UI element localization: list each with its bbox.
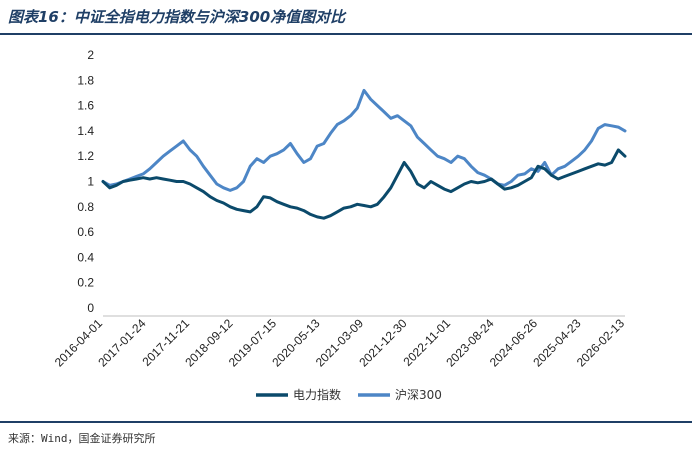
y-tick-label: 1.6 bbox=[77, 99, 94, 113]
y-tick-label: 2 bbox=[87, 48, 94, 62]
y-tick-label: 1.8 bbox=[77, 73, 94, 87]
title-divider bbox=[0, 33, 692, 35]
y-tick-label: 0.2 bbox=[77, 276, 94, 290]
series-line-hs300 bbox=[101, 88, 627, 192]
x-axis: 2016-04-012017-01-242017-11-212018-09-12… bbox=[52, 316, 628, 370]
y-tick-label: 1.4 bbox=[77, 124, 94, 138]
x-tick-label: 2026-02-13 bbox=[574, 316, 628, 370]
chart-title: 图表16：中证全指电力指数与沪深300净值图对比 bbox=[8, 8, 346, 26]
y-tick-label: 0.6 bbox=[77, 225, 94, 239]
footer-divider bbox=[0, 421, 692, 423]
series-group bbox=[101, 88, 627, 220]
y-axis: 0 0.2 0.4 0.6 0.8 1 1.2 1.4 1.6 1.8 2 bbox=[77, 48, 94, 315]
source-note: 来源：Wind，国金证券研究所 bbox=[8, 432, 156, 445]
series-line-power bbox=[101, 148, 627, 220]
legend-label-power: 电力指数 bbox=[293, 387, 341, 402]
y-tick-label: 1 bbox=[87, 175, 94, 189]
legend: 电力指数 沪深300 bbox=[256, 387, 442, 402]
y-tick-label: 0 bbox=[87, 301, 94, 315]
legend-label-hs300: 沪深300 bbox=[395, 388, 442, 402]
line-chart: 0 0.2 0.4 0.6 0.8 1 1.2 1.4 1.6 1.8 2 2016-04-0120… bbox=[52, 48, 628, 402]
y-tick-label: 0.8 bbox=[77, 200, 94, 214]
y-tick-label: 1.2 bbox=[77, 149, 94, 163]
y-tick-label: 0.4 bbox=[77, 250, 94, 264]
